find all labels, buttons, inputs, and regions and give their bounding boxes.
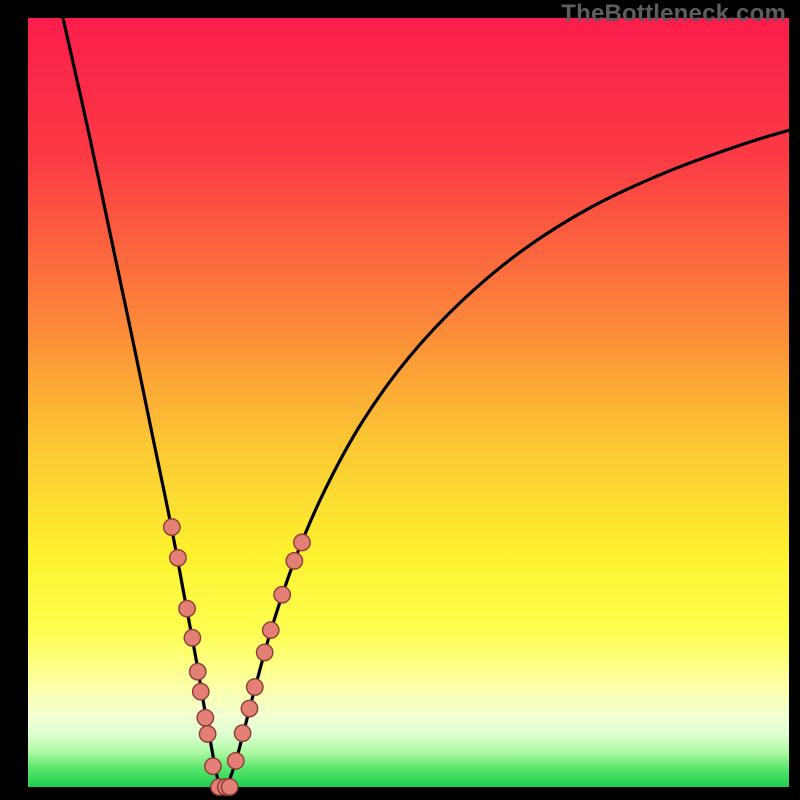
data-marker <box>170 550 186 566</box>
gradient-background <box>28 18 789 787</box>
data-marker <box>263 622 279 638</box>
data-marker <box>241 700 257 716</box>
data-marker <box>247 679 263 695</box>
data-marker <box>205 758 221 774</box>
data-marker <box>274 587 290 603</box>
data-marker <box>294 534 310 550</box>
watermark-text: TheBottleneck.com <box>561 0 786 28</box>
data-marker <box>256 644 272 660</box>
bottleneck-curve <box>28 18 789 787</box>
data-marker <box>197 710 213 726</box>
plot-area <box>28 18 789 787</box>
chart-frame: TheBottleneck.com <box>0 0 800 800</box>
data-marker <box>199 726 215 742</box>
data-marker <box>234 725 250 741</box>
data-marker <box>286 553 302 569</box>
data-marker <box>184 630 200 646</box>
data-marker <box>190 663 206 679</box>
data-marker <box>179 600 195 616</box>
data-marker <box>228 753 244 769</box>
data-marker <box>164 519 180 535</box>
data-marker <box>193 683 209 699</box>
data-marker <box>221 779 237 795</box>
